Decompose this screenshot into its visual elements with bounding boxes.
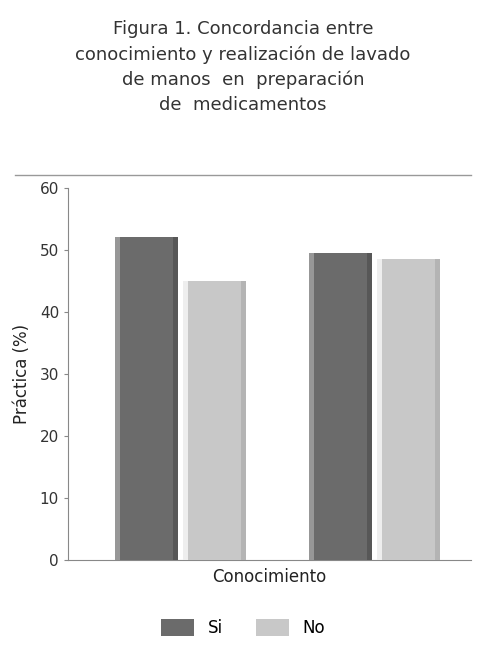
Bar [115,237,178,560]
Bar [183,281,246,560]
Bar [435,259,440,560]
Bar [309,253,314,560]
Text: Figura 1. Concordancia entre
conocimiento y realización de lavado
de manos  en  : Figura 1. Concordancia entre conocimient… [75,20,411,114]
Bar [241,281,246,560]
Bar [174,237,178,560]
Y-axis label: Práctica (%): Práctica (%) [13,324,31,424]
X-axis label: Conocimiento: Conocimiento [212,569,327,587]
Bar [377,259,440,560]
Bar [367,253,372,560]
Bar [115,237,121,560]
Bar [309,253,372,560]
Legend: Si, No: Si, No [154,613,332,644]
Bar [377,259,382,560]
Bar [183,281,188,560]
